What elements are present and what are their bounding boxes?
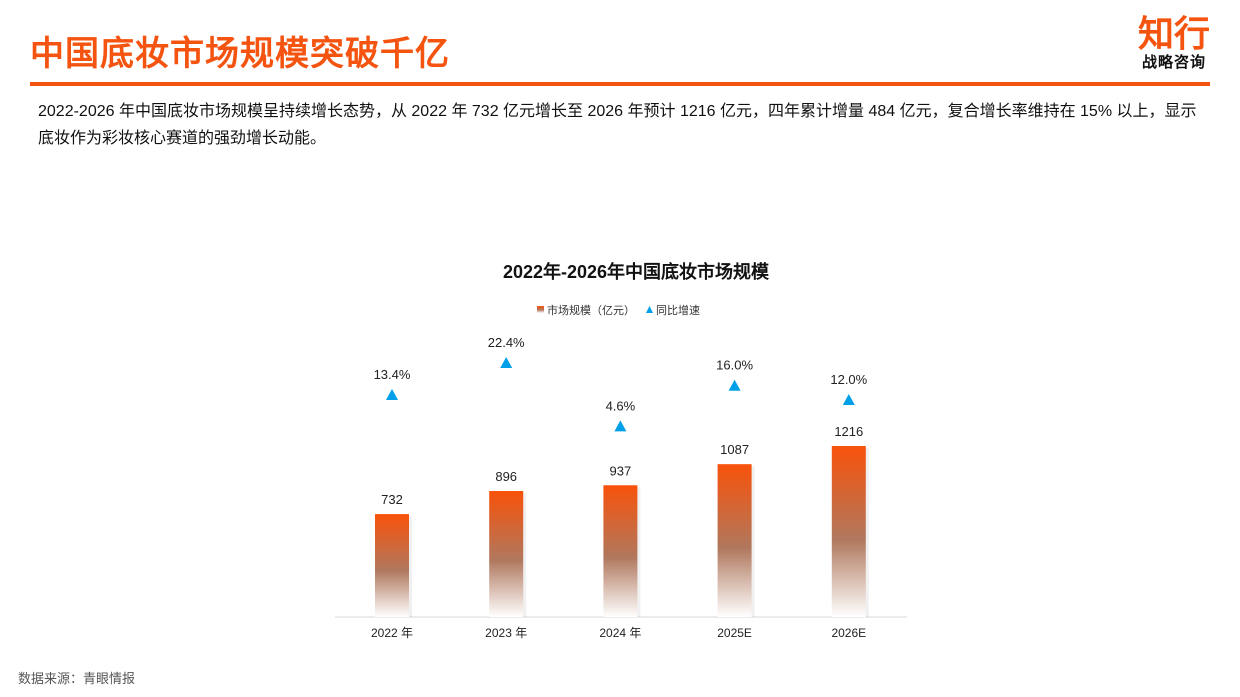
growth-value-label: 12.0% <box>830 372 867 387</box>
growth-triangle-marker <box>842 393 855 405</box>
growth-triangle-marker <box>386 388 398 400</box>
legend-bar-swatch <box>537 306 544 313</box>
growth-triangle-marker <box>614 420 627 432</box>
legend-triangle-icon <box>646 306 653 313</box>
x-tick-label: 2022 年 <box>371 626 413 640</box>
bar-value-label: 1087 <box>720 442 749 457</box>
growth-triangle-marker <box>728 379 741 391</box>
bar-value-label: 896 <box>495 469 517 484</box>
logo: 知行 战略咨询 <box>1138 14 1210 72</box>
source-note: 数据来源：青眼情报 <box>18 671 136 686</box>
growth-value-label: 16.0% <box>716 358 753 373</box>
bar <box>717 464 752 617</box>
bar <box>489 491 524 617</box>
legend-growth-label: 同比增速 <box>656 303 700 317</box>
bar <box>603 485 638 617</box>
growth-value-label: 13.4% <box>374 367 411 382</box>
bar-value-label: 937 <box>610 463 632 478</box>
bar <box>375 514 409 617</box>
logo-line2: 战略咨询 <box>1141 54 1206 71</box>
growth-value-label: 22.4% <box>488 335 525 350</box>
chart-title: 2022年-2026年中国底妆市场规模 <box>503 261 770 282</box>
legend-bar-label: 市场规模（亿元） <box>547 303 635 317</box>
description: 2022-2026 年中国底妆市场规模呈持续增长态势，从 2022 年 732 … <box>38 103 1197 147</box>
x-tick-label: 2024 年 <box>599 626 641 640</box>
growth-value-label: 4.6% <box>606 398 636 413</box>
header-divider <box>30 82 1210 86</box>
bar <box>831 446 866 617</box>
page-title: 中国底妆市场规模突破千亿 <box>30 35 450 73</box>
x-tick-label: 2026E <box>831 626 866 640</box>
growth-triangle-marker <box>500 356 513 368</box>
legend: 市场规模（亿元） 同比增速 <box>537 303 700 317</box>
bar-value-label: 732 <box>381 492 403 507</box>
logo-line1: 知行 <box>1137 13 1210 54</box>
bar-value-label: 1216 <box>834 424 863 439</box>
x-tick-label: 2023 年 <box>485 626 527 640</box>
x-tick-label: 2025E <box>717 626 752 640</box>
